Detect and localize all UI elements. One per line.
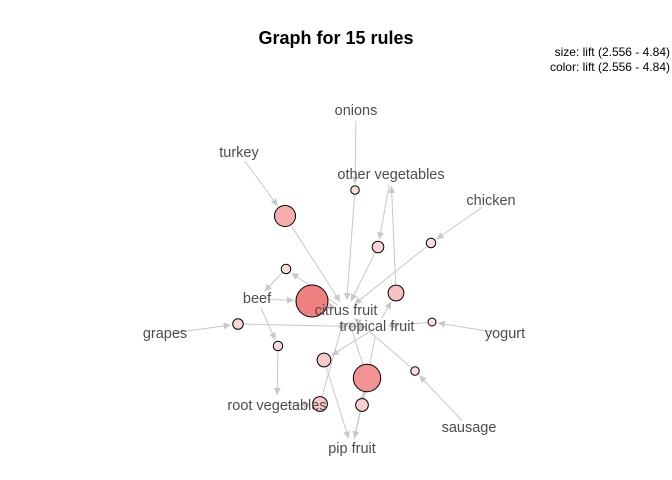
item-label-root-vegetables: root vegetables bbox=[227, 398, 326, 414]
item-label-grapes: grapes bbox=[143, 326, 187, 342]
rule-node-r1 bbox=[273, 204, 297, 228]
edge-onions-r2 bbox=[351, 120, 359, 184]
rule-node-r9 bbox=[427, 317, 437, 327]
item-label-tropical-fruit: tropical fruit bbox=[340, 319, 415, 335]
edge-turkey-r1 bbox=[244, 160, 279, 207]
rule-node-r5 bbox=[280, 263, 292, 275]
rule-node-r12 bbox=[352, 363, 382, 393]
edge-tropical_fruit-r7 bbox=[381, 301, 392, 319]
edge-root_vegetables-r14 bbox=[286, 401, 311, 409]
rule-node-r14 bbox=[312, 396, 328, 412]
rule-node-r2 bbox=[350, 185, 360, 195]
graph-title: Graph for 15 rules bbox=[258, 28, 414, 48]
legend: size: lift (2.556 - 4.84) color: lift (2… bbox=[550, 45, 670, 75]
rule-node-r13 bbox=[410, 366, 420, 376]
edge-other_vegetables-r3 bbox=[377, 184, 390, 240]
item-label-citrus-fruit: citrus fruit bbox=[315, 303, 378, 319]
rule-node-r15 bbox=[355, 398, 369, 412]
edge-r14-citrus_fruit bbox=[321, 321, 345, 397]
item-label-onions: onions bbox=[335, 103, 378, 119]
legend-size: size: lift (2.556 - 4.84) bbox=[554, 45, 670, 59]
item-label-other-vegetables: other vegetables bbox=[337, 167, 444, 183]
rule-node-r6 bbox=[295, 284, 329, 318]
edge-r2-citrus_fruit bbox=[343, 195, 356, 301]
edge-r11-pip_fruit bbox=[325, 367, 350, 439]
item-label-yogurt: yogurt bbox=[485, 326, 525, 342]
edge-r6-citrus_fruit bbox=[327, 302, 336, 310]
edge-tropical_fruit-r11 bbox=[331, 331, 369, 356]
edge-r3-citrus_fruit bbox=[350, 252, 376, 302]
edge-beef-r6 bbox=[266, 296, 295, 304]
edge-r1-citrus_fruit bbox=[290, 225, 341, 303]
rule-node-r4 bbox=[425, 237, 437, 249]
legend-color: color: lift (2.556 - 4.84) bbox=[549, 60, 670, 74]
item-label-chicken: chicken bbox=[466, 193, 515, 209]
item-label-turkey: turkey bbox=[219, 145, 259, 161]
rule-node-r11 bbox=[316, 352, 332, 368]
edge-r15-pip_fruit bbox=[352, 412, 361, 439]
edge-r12-citrus_fruit bbox=[348, 321, 364, 365]
edge-sausage-r13 bbox=[418, 375, 463, 422]
rules-layer bbox=[232, 185, 437, 412]
edge-chicken-r4 bbox=[436, 206, 484, 240]
rule-node-r8 bbox=[232, 318, 244, 330]
edge-beef-r10 bbox=[260, 307, 276, 341]
item-label-beef: beef bbox=[243, 291, 272, 307]
edge-r9-tropical_fruit bbox=[387, 321, 428, 329]
rule-node-r10 bbox=[272, 340, 284, 352]
edge-grapes-r8 bbox=[174, 322, 231, 334]
edge-r13-citrus_fruit bbox=[353, 317, 412, 368]
edge-r10-root_vegetables bbox=[273, 351, 281, 396]
edge-r8-tropical_fruit bbox=[244, 323, 367, 331]
edge-yogurt-r9 bbox=[437, 320, 496, 333]
rule-node-r3 bbox=[371, 240, 385, 254]
item-label-sausage: sausage bbox=[442, 420, 497, 436]
edges-layer bbox=[174, 120, 496, 440]
item-label-pip-fruit: pip fruit bbox=[328, 441, 376, 457]
edge-r7-other_vegetables bbox=[388, 185, 397, 285]
rule-node-r7 bbox=[387, 284, 405, 302]
items-layer: onions turkey other vegetables chicken beef c… bbox=[143, 103, 525, 457]
edge-r4-citrus_fruit bbox=[354, 246, 427, 305]
edge-r5-beef bbox=[264, 272, 283, 292]
